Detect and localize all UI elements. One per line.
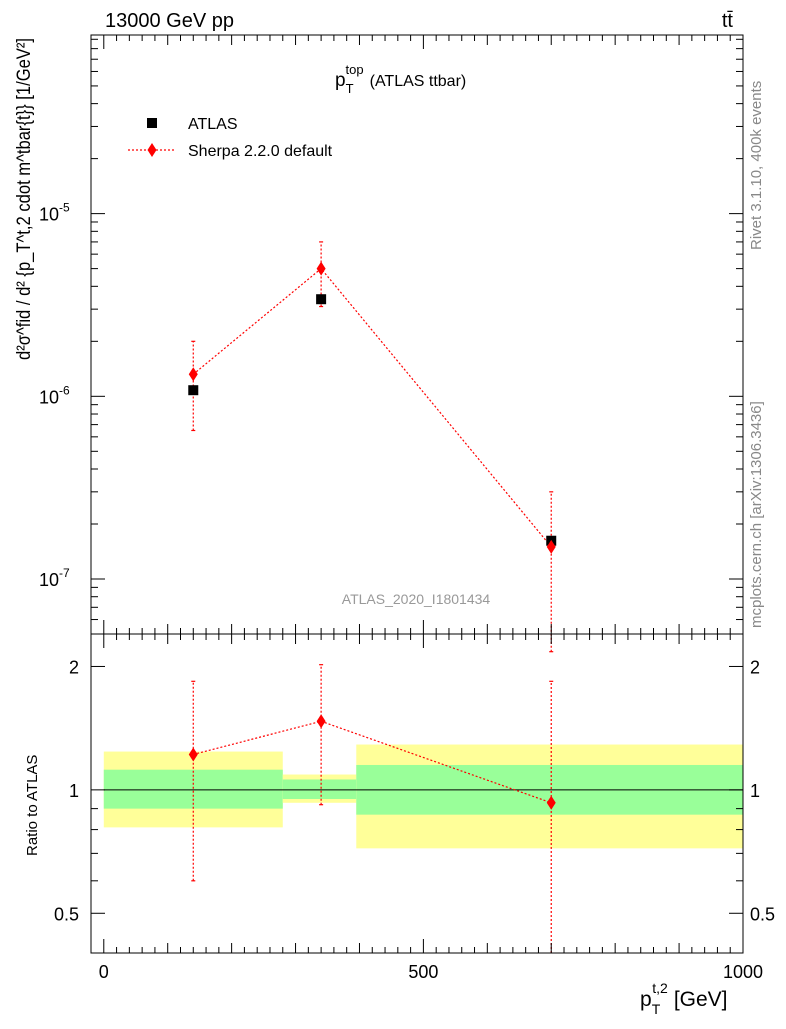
y-tick-label: 10-5 <box>39 201 70 225</box>
title-sub: T <box>346 81 354 96</box>
title-rest: (ATLAS ttbar) <box>370 73 467 90</box>
legend-atlas-marker <box>147 118 157 128</box>
mc-point <box>316 261 326 276</box>
mc-series-line <box>192 267 552 548</box>
header-left: 13000 GeV pp <box>105 10 234 32</box>
x-tick-label: 500 <box>408 962 438 982</box>
x-tick-label: 0 <box>99 962 109 982</box>
title-base: p <box>335 70 346 91</box>
y-tick-label: 10-6 <box>39 383 70 407</box>
legend-atlas-label: ATLAS <box>188 116 238 133</box>
main-ylabel: d²σ^fid / d² {p_T^t,2 cdot m^tbar{t}} [1… <box>14 38 35 360</box>
x-axis-label: pTt,2 [GeV] <box>640 980 728 1017</box>
main-panel: 10-5 10-6 10-7 <box>39 34 744 653</box>
x-tick-label: 1000 <box>723 962 763 982</box>
data-point <box>316 294 327 305</box>
ratio-y-tick-label-right: 0.5 <box>750 904 775 924</box>
ratio-y-tick-label-right: 2 <box>750 657 760 677</box>
xlabel-sup: t,2 <box>652 980 668 996</box>
header-right: tt̄ <box>722 10 734 32</box>
ratio-frame <box>90 633 744 954</box>
watermark: ATLAS_2020_I1801434 <box>342 591 491 607</box>
mcplots-label: mcplots.cern.ch [arXiv:1306.3436] <box>748 401 765 628</box>
uncertainty-band-inner <box>282 779 357 799</box>
xlabel-base: p <box>640 988 652 1011</box>
mc-point <box>188 367 198 382</box>
xlabel-rest: [GeV] <box>674 988 728 1011</box>
legend-sherpa-label: Sherpa 2.2.0 default <box>188 143 333 160</box>
title-sup: top <box>346 62 364 77</box>
ratio-y-tick-label-right: 1 <box>750 781 760 801</box>
ratio-y-tick-label-left: 0.5 <box>54 904 79 924</box>
plot-title: pTtop (ATLAS ttbar) <box>335 62 466 96</box>
ratio-panel: 0.5 0.5 1 1 2 2 0 500 1000 <box>54 633 775 982</box>
rivet-label: Rivet 3.1.10, 400k events <box>748 81 765 250</box>
mc-ratio-point <box>188 747 198 762</box>
ratio-ylabel: Ratio to ATLAS <box>24 755 41 856</box>
legend: ATLAS Sherpa 2.2.0 default <box>128 116 333 160</box>
data-point <box>188 385 199 396</box>
ratio-y-tick-label-left: 2 <box>69 657 79 677</box>
mc-point <box>546 539 556 554</box>
mc-ratio-point <box>316 714 326 729</box>
xlabel-sub: T <box>652 1001 661 1017</box>
mc-ratio-point <box>546 795 556 810</box>
ratio-y-tick-label-left: 1 <box>69 781 79 801</box>
y-tick-label: 10-7 <box>39 566 70 590</box>
legend-sherpa-marker <box>147 143 157 157</box>
